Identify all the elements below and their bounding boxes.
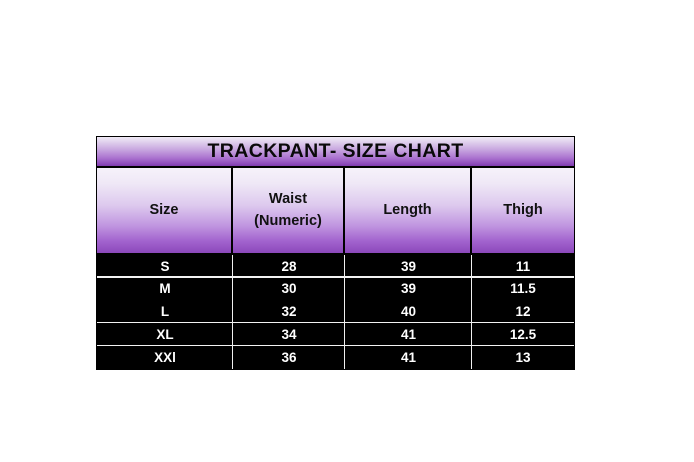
cell-waist: 28 xyxy=(233,255,345,278)
cell-waist: 36 xyxy=(233,346,345,369)
column-header-thigh: Thigh xyxy=(472,168,574,253)
table-row: L 32 40 12 xyxy=(97,300,574,324)
cell-thigh: 12.5 xyxy=(509,327,537,343)
column-header-size: Size xyxy=(97,168,233,253)
cell-thigh: 11 xyxy=(515,258,531,274)
table-row: XL 34 41 12.5 xyxy=(97,323,574,346)
cell-thigh: 12 xyxy=(515,304,531,320)
chart-title-bar: TRACKPANT- SIZE CHART xyxy=(97,137,574,166)
table-row: M 30 39 11.5 xyxy=(97,277,574,301)
cell-size: S xyxy=(97,255,233,278)
cell-thigh: 13 xyxy=(515,349,531,365)
chart-title: TRACKPANT- SIZE CHART xyxy=(207,139,464,162)
cell-length: 39 xyxy=(345,277,472,301)
cell-size: M xyxy=(97,277,233,301)
cell-size: XL xyxy=(97,323,233,346)
column-header-thigh-label: Thigh xyxy=(503,201,543,218)
column-header-waist-label: Waist (Numeric) xyxy=(254,191,322,229)
cell-waist: 32 xyxy=(233,300,345,324)
cell-size: L xyxy=(97,300,233,324)
column-header-length-label: Length xyxy=(383,201,432,218)
size-chart-table: TRACKPANT- SIZE CHART Size Waist (Numeri… xyxy=(96,136,575,370)
table-header-row: Size Waist (Numeric) Length Thigh xyxy=(97,168,574,253)
cell-length: 39 xyxy=(345,255,472,278)
column-header-length: Length xyxy=(345,168,472,253)
cell-size: XXl xyxy=(97,346,233,369)
table-row: XXl 36 41 13 xyxy=(97,346,574,369)
column-header-waist: Waist (Numeric) xyxy=(233,168,345,253)
table-row: S 28 39 11 xyxy=(97,255,574,278)
table-body: S 28 39 11 M 30 39 11.5 xyxy=(97,255,574,369)
cell-waist: 30 xyxy=(233,277,345,301)
cell-waist: 34 xyxy=(233,323,345,346)
cell-thigh: 11.5 xyxy=(510,281,536,297)
cell-length: 40 xyxy=(345,300,472,324)
cell-length: 41 xyxy=(345,346,472,369)
cell-length: 41 xyxy=(345,323,472,346)
column-header-size-label: Size xyxy=(149,201,179,218)
